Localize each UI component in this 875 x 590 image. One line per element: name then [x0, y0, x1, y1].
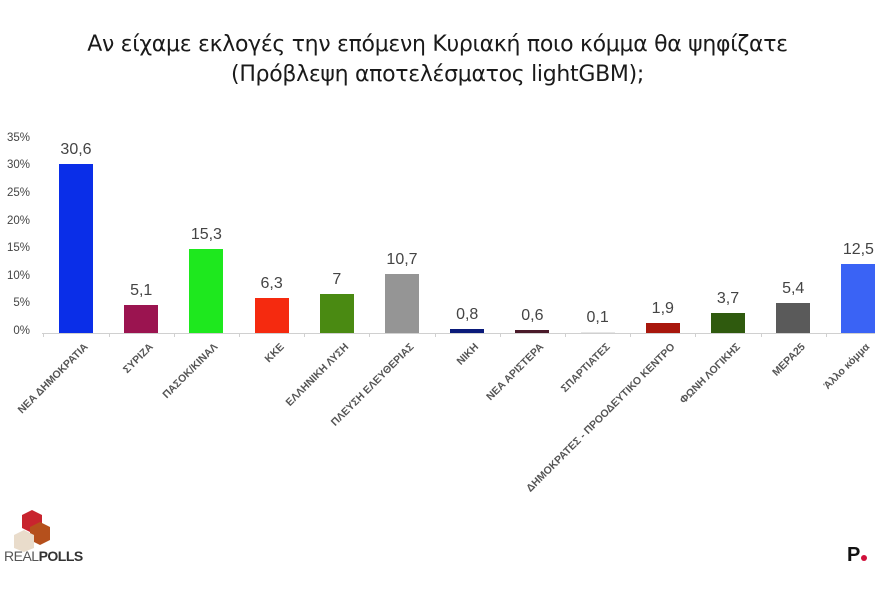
- x-axis-tick: [695, 333, 697, 337]
- chart-title: Αν είχαμε εκλογές την επόμενη Κυριακή πο…: [0, 30, 875, 90]
- x-axis-tick: [43, 333, 45, 337]
- bar: [841, 264, 875, 333]
- bar-value-label: 7: [332, 271, 342, 289]
- x-axis-tick: [369, 333, 371, 337]
- bar-value-label: 1,9: [651, 299, 674, 317]
- chart-title-line2: (Πρόβλεψη αποτελέσματος lightGBM);: [231, 62, 644, 87]
- bar-value-label: 12,5: [842, 241, 874, 258]
- y-tick-label: 0%: [13, 325, 30, 337]
- p-logo: P: [847, 544, 868, 567]
- bar-value-label: 0,1: [586, 309, 609, 327]
- red-dot-icon: [861, 555, 868, 561]
- bar: [124, 304, 159, 333]
- y-tick-label: 10%: [6, 269, 30, 282]
- cubes-icon: [14, 510, 50, 552]
- x-axis-line: [42, 333, 875, 334]
- bar-value-label: 0,6: [521, 306, 544, 324]
- logo-text-real: REAL: [4, 548, 39, 564]
- x-category-label: ΝΙΚΗ: [454, 341, 482, 368]
- bar: [319, 294, 354, 333]
- bar-value-label: 3,7: [716, 289, 740, 307]
- x-category-label: ΜΕΡΑ25: [770, 341, 808, 379]
- bar: [59, 164, 93, 333]
- x-axis-tick: [239, 333, 240, 337]
- bar: [645, 322, 680, 333]
- x-category-label: ΝΕΑ ΔΗΜΟΚΡΑΤΙΑ: [15, 341, 91, 417]
- y-tick-label: 30%: [6, 159, 30, 172]
- bar-value-label: 0,8: [456, 305, 479, 323]
- bar: [515, 329, 550, 333]
- x-category-label: ΚΚΕ: [262, 341, 287, 366]
- x-category-label: ΠΑΣΟΚ/ΚΙΝΑΛ: [160, 341, 221, 401]
- x-axis-tick: [173, 333, 175, 337]
- logo-text-polls: POLLS: [38, 548, 84, 564]
- x-axis-tick: [434, 333, 436, 337]
- x-category-label: ΣΥΡΙΖΑ: [121, 341, 156, 376]
- bar: [254, 298, 289, 333]
- bar-value-label: 5,1: [130, 281, 153, 299]
- bar: [711, 312, 745, 333]
- bar: [189, 248, 224, 333]
- realpolls-wordmark: REALPOLLS: [4, 548, 83, 564]
- x-axis-tick: [499, 333, 501, 337]
- bar: [450, 328, 485, 333]
- x-axis-tick: [630, 333, 632, 337]
- y-tick-label: 35%: [6, 131, 30, 144]
- bar-value-label: 10,7: [386, 250, 418, 268]
- x-axis-tick: [565, 333, 566, 337]
- bar: [580, 332, 615, 333]
- x-axis-tick: [108, 333, 110, 337]
- bar-value-label: 30,6: [60, 141, 92, 159]
- bar: [385, 273, 419, 333]
- bar: [776, 303, 811, 333]
- x-category-label: ΣΠΑΡΤΙΑΤΕΣ: [558, 341, 613, 395]
- p-logo-letter: P: [847, 544, 861, 566]
- bar-value-label: 15,3: [190, 225, 222, 243]
- x-category-label: ΔΗΜΟΚΡΑΤΕΣ - ΠΡΟΟΔΕΥΤΙΚΟ ΚΕΝΤΡΟ: [523, 341, 678, 495]
- bar-value-label: 5,4: [782, 280, 805, 298]
- x-category-label: ΕΛΛΗΝΙΚΗ ΛΥΣΗ: [283, 341, 352, 409]
- y-tick-label: 20%: [6, 214, 30, 227]
- x-axis-tick: [825, 333, 827, 337]
- y-tick-label: 5%: [13, 297, 30, 310]
- x-axis-tick: [760, 333, 762, 337]
- realpolls-logo: [4, 508, 84, 568]
- bar-value-label: 6,3: [260, 275, 283, 293]
- x-category-label: ΝΕΑ ΑΡΙΣΤΕΡΑ: [484, 341, 547, 404]
- y-tick-label: 25%: [6, 187, 30, 199]
- chart-title-line1: Αν είχαμε εκλογές την επόμενη Κυριακή πο…: [87, 32, 788, 57]
- x-category-label: Άλλο κόμμα: [821, 341, 873, 392]
- x-axis-tick: [304, 333, 306, 337]
- x-category-label: ΦΩΝΗ ΛΟΓΙΚΗΣ: [677, 341, 743, 407]
- y-tick-label: 15%: [6, 242, 30, 255]
